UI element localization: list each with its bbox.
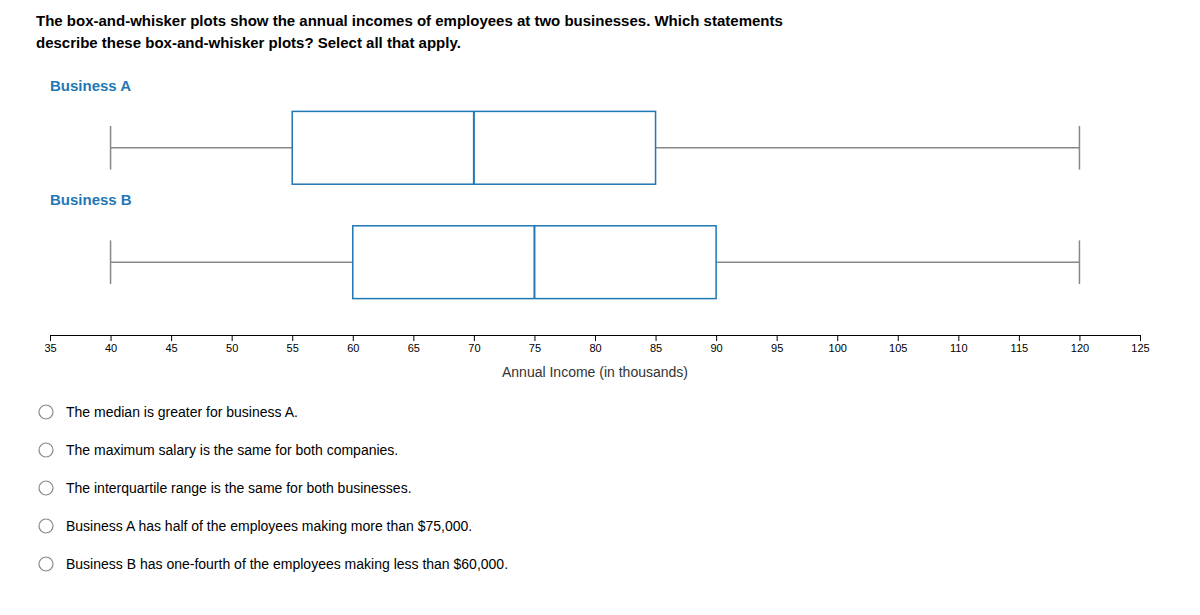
box: [353, 226, 716, 299]
chart: The box-and-whisker plots show the annua…: [0, 0, 1200, 615]
tick-label: 100: [829, 342, 847, 354]
tick: 50: [226, 335, 238, 354]
option-circle: [39, 519, 53, 533]
option-text: The interquartile range is the same for …: [66, 480, 412, 496]
tick: 110: [950, 335, 968, 354]
tick: 105: [889, 335, 907, 354]
tick: 75: [529, 335, 541, 354]
x-axis-title: Annual Income (in thousands): [502, 364, 688, 380]
whisker: [111, 261, 353, 263]
tick-mark: [474, 335, 475, 341]
option-text: The median is greater for business A.: [66, 404, 298, 420]
tick-mark: [1019, 335, 1020, 341]
option-circle: [39, 557, 53, 571]
tick-label: 110: [950, 342, 968, 354]
tick-mark: [292, 335, 293, 341]
whisker-cap: [1079, 240, 1081, 284]
whisker: [111, 147, 293, 149]
tick: 90: [710, 335, 722, 354]
tick-mark: [111, 335, 112, 341]
tick-label: 35: [44, 342, 56, 354]
tick-mark: [837, 335, 838, 341]
tick-label: 65: [408, 342, 420, 354]
plot-area: [111, 111, 1080, 298]
tick: 70: [468, 335, 480, 354]
option-circle: [39, 443, 53, 457]
tick: 115: [1011, 335, 1029, 354]
tick-mark: [534, 335, 535, 341]
whisker-cap: [1079, 126, 1081, 170]
series-label: Business A: [50, 77, 131, 94]
tick-label: 80: [589, 342, 601, 354]
box-plot: [111, 111, 1080, 184]
tick: 35: [44, 335, 56, 354]
tick: 100: [829, 335, 847, 354]
box: [292, 111, 655, 184]
whisker-cap: [110, 126, 112, 170]
tick-mark: [958, 335, 959, 341]
series-label: Business B: [50, 191, 132, 208]
tick-label: 120: [1071, 342, 1089, 354]
whisker: [656, 147, 1080, 149]
tick-mark: [777, 335, 778, 341]
tick-label: 75: [529, 342, 541, 354]
axis-line: [51, 336, 1141, 342]
median: [473, 111, 475, 184]
tick-mark: [353, 335, 354, 341]
tick: 85: [650, 335, 662, 354]
tick-label: 55: [287, 342, 299, 354]
tick: 120: [1071, 335, 1089, 354]
whisker: [716, 261, 1079, 263]
tick-mark: [656, 335, 657, 341]
tick-label: 105: [889, 342, 907, 354]
tick-mark: [716, 335, 717, 341]
tick-mark: [50, 335, 51, 341]
median: [533, 226, 535, 299]
title: describe these box-and-whisker plots? Se…: [36, 34, 461, 51]
box-plot: [111, 226, 1080, 299]
option-circle: [39, 405, 53, 419]
option-text: Business A has half of the employees mak…: [66, 518, 472, 534]
tick-label: 115: [1011, 342, 1029, 354]
title: The box-and-whisker plots show the annua…: [36, 12, 783, 29]
tick-label: 40: [105, 342, 117, 354]
tick-mark: [171, 335, 172, 341]
tick: 40: [105, 335, 117, 354]
tick-mark: [1140, 335, 1141, 341]
tick: 80: [589, 335, 601, 354]
option-text: Business B has one-fourth of the employe…: [66, 556, 508, 572]
tick-mark: [413, 335, 414, 341]
tick-label: 85: [650, 342, 662, 354]
tick-mark: [1079, 335, 1080, 341]
whisker-cap: [110, 240, 112, 284]
tick-label: 45: [165, 342, 177, 354]
tick-mark: [232, 335, 233, 341]
tick-label: 95: [771, 342, 783, 354]
tick: 95: [771, 335, 783, 354]
tick-label: 60: [347, 342, 359, 354]
option-text: The maximum salary is the same for both …: [66, 442, 398, 458]
tick: 65: [408, 335, 420, 354]
tick-label: 70: [468, 342, 480, 354]
option-circle: [39, 481, 53, 495]
x-axis: 35 40 45 50 55 60 65 70 75 80 85 90 95 100 105 110 115 12…: [44, 335, 1149, 354]
tick-mark: [595, 335, 596, 341]
tick-mark: [898, 335, 899, 341]
tick-label: 125: [1131, 342, 1149, 354]
tick-label: 50: [226, 342, 238, 354]
tick: 55: [287, 335, 299, 354]
tick: 125: [1131, 335, 1149, 354]
tick-label: 90: [710, 342, 722, 354]
tick: 45: [165, 335, 177, 354]
tick: 60: [347, 335, 359, 354]
